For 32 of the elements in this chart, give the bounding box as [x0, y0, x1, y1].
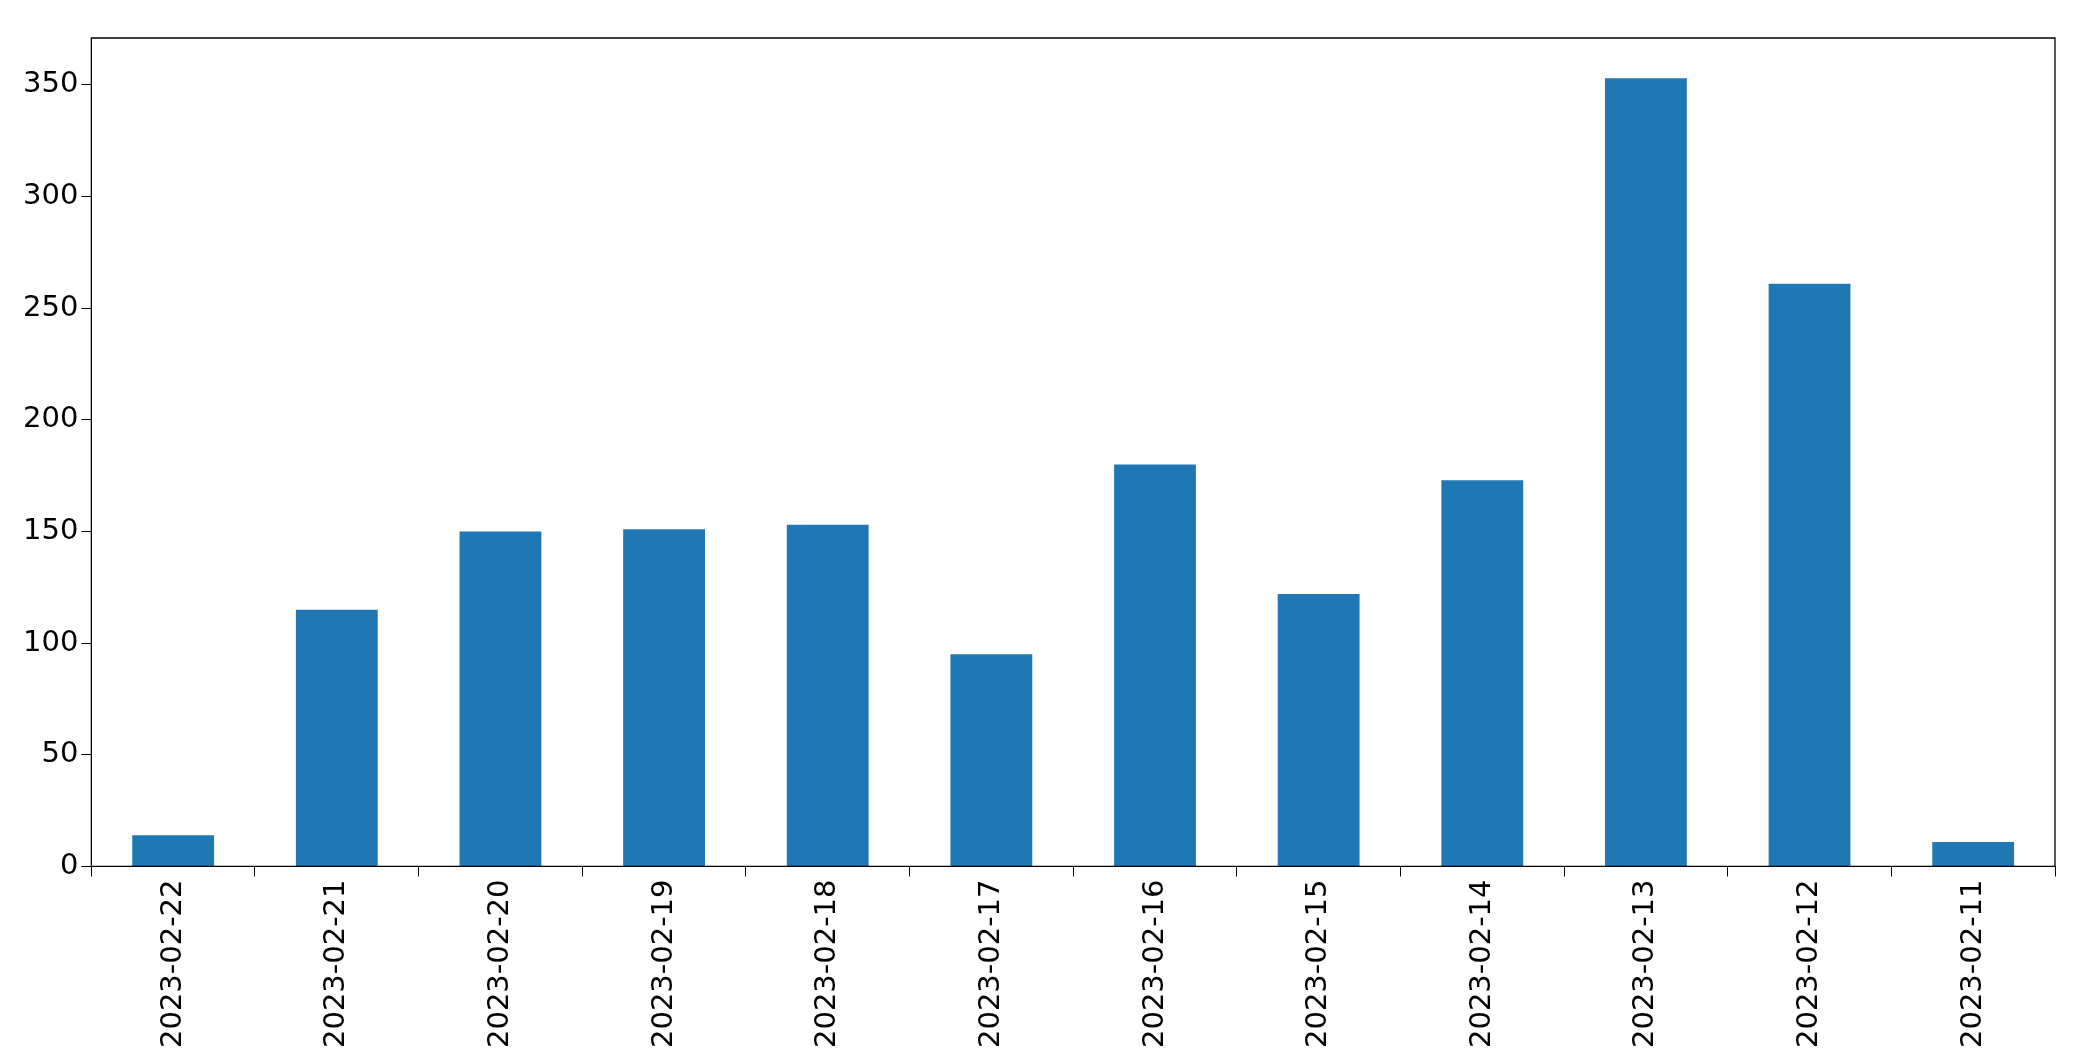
x-tick-label: 2023-02-22 [153, 879, 188, 1049]
x-tick-label: 2023-02-19 [644, 879, 679, 1049]
bar [459, 531, 542, 866]
bar [950, 654, 1033, 866]
x-tick-label: 2023-02-20 [480, 879, 515, 1049]
bar [1932, 841, 2015, 866]
x-tick-label: 2023-02-12 [1790, 879, 1825, 1049]
x-tick-label: 2023-02-14 [1462, 879, 1497, 1049]
y-tick-label: 0 [59, 847, 79, 881]
x-tick-label: 2023-02-17 [971, 879, 1006, 1049]
y-tick-label: 50 [41, 735, 79, 770]
x-tick-label: 2023-02-18 [808, 879, 843, 1049]
x-tick-label: 2023-02-13 [1626, 879, 1661, 1049]
y-tick-label: 200 [22, 400, 79, 435]
bar [1114, 464, 1196, 866]
y-tick-label: 100 [22, 623, 79, 658]
bar [1768, 283, 1851, 866]
bar [132, 835, 215, 866]
x-tick-label: 2023-02-11 [1953, 879, 1988, 1049]
x-tick-label: 2023-02-15 [1299, 879, 1334, 1049]
bar [1605, 78, 1687, 866]
y-tick-label: 300 [22, 177, 79, 212]
bar [295, 609, 378, 866]
y-tick-label: 250 [22, 288, 79, 323]
bar [1277, 594, 1360, 866]
y-tick-label: 350 [22, 65, 79, 100]
bar [623, 529, 705, 866]
x-tick-label: 2023-02-21 [317, 879, 352, 1049]
bar [1441, 480, 1524, 866]
y-tick-label: 150 [22, 512, 79, 547]
bar [786, 524, 869, 866]
x-tick-label: 2023-02-16 [1135, 879, 1170, 1049]
